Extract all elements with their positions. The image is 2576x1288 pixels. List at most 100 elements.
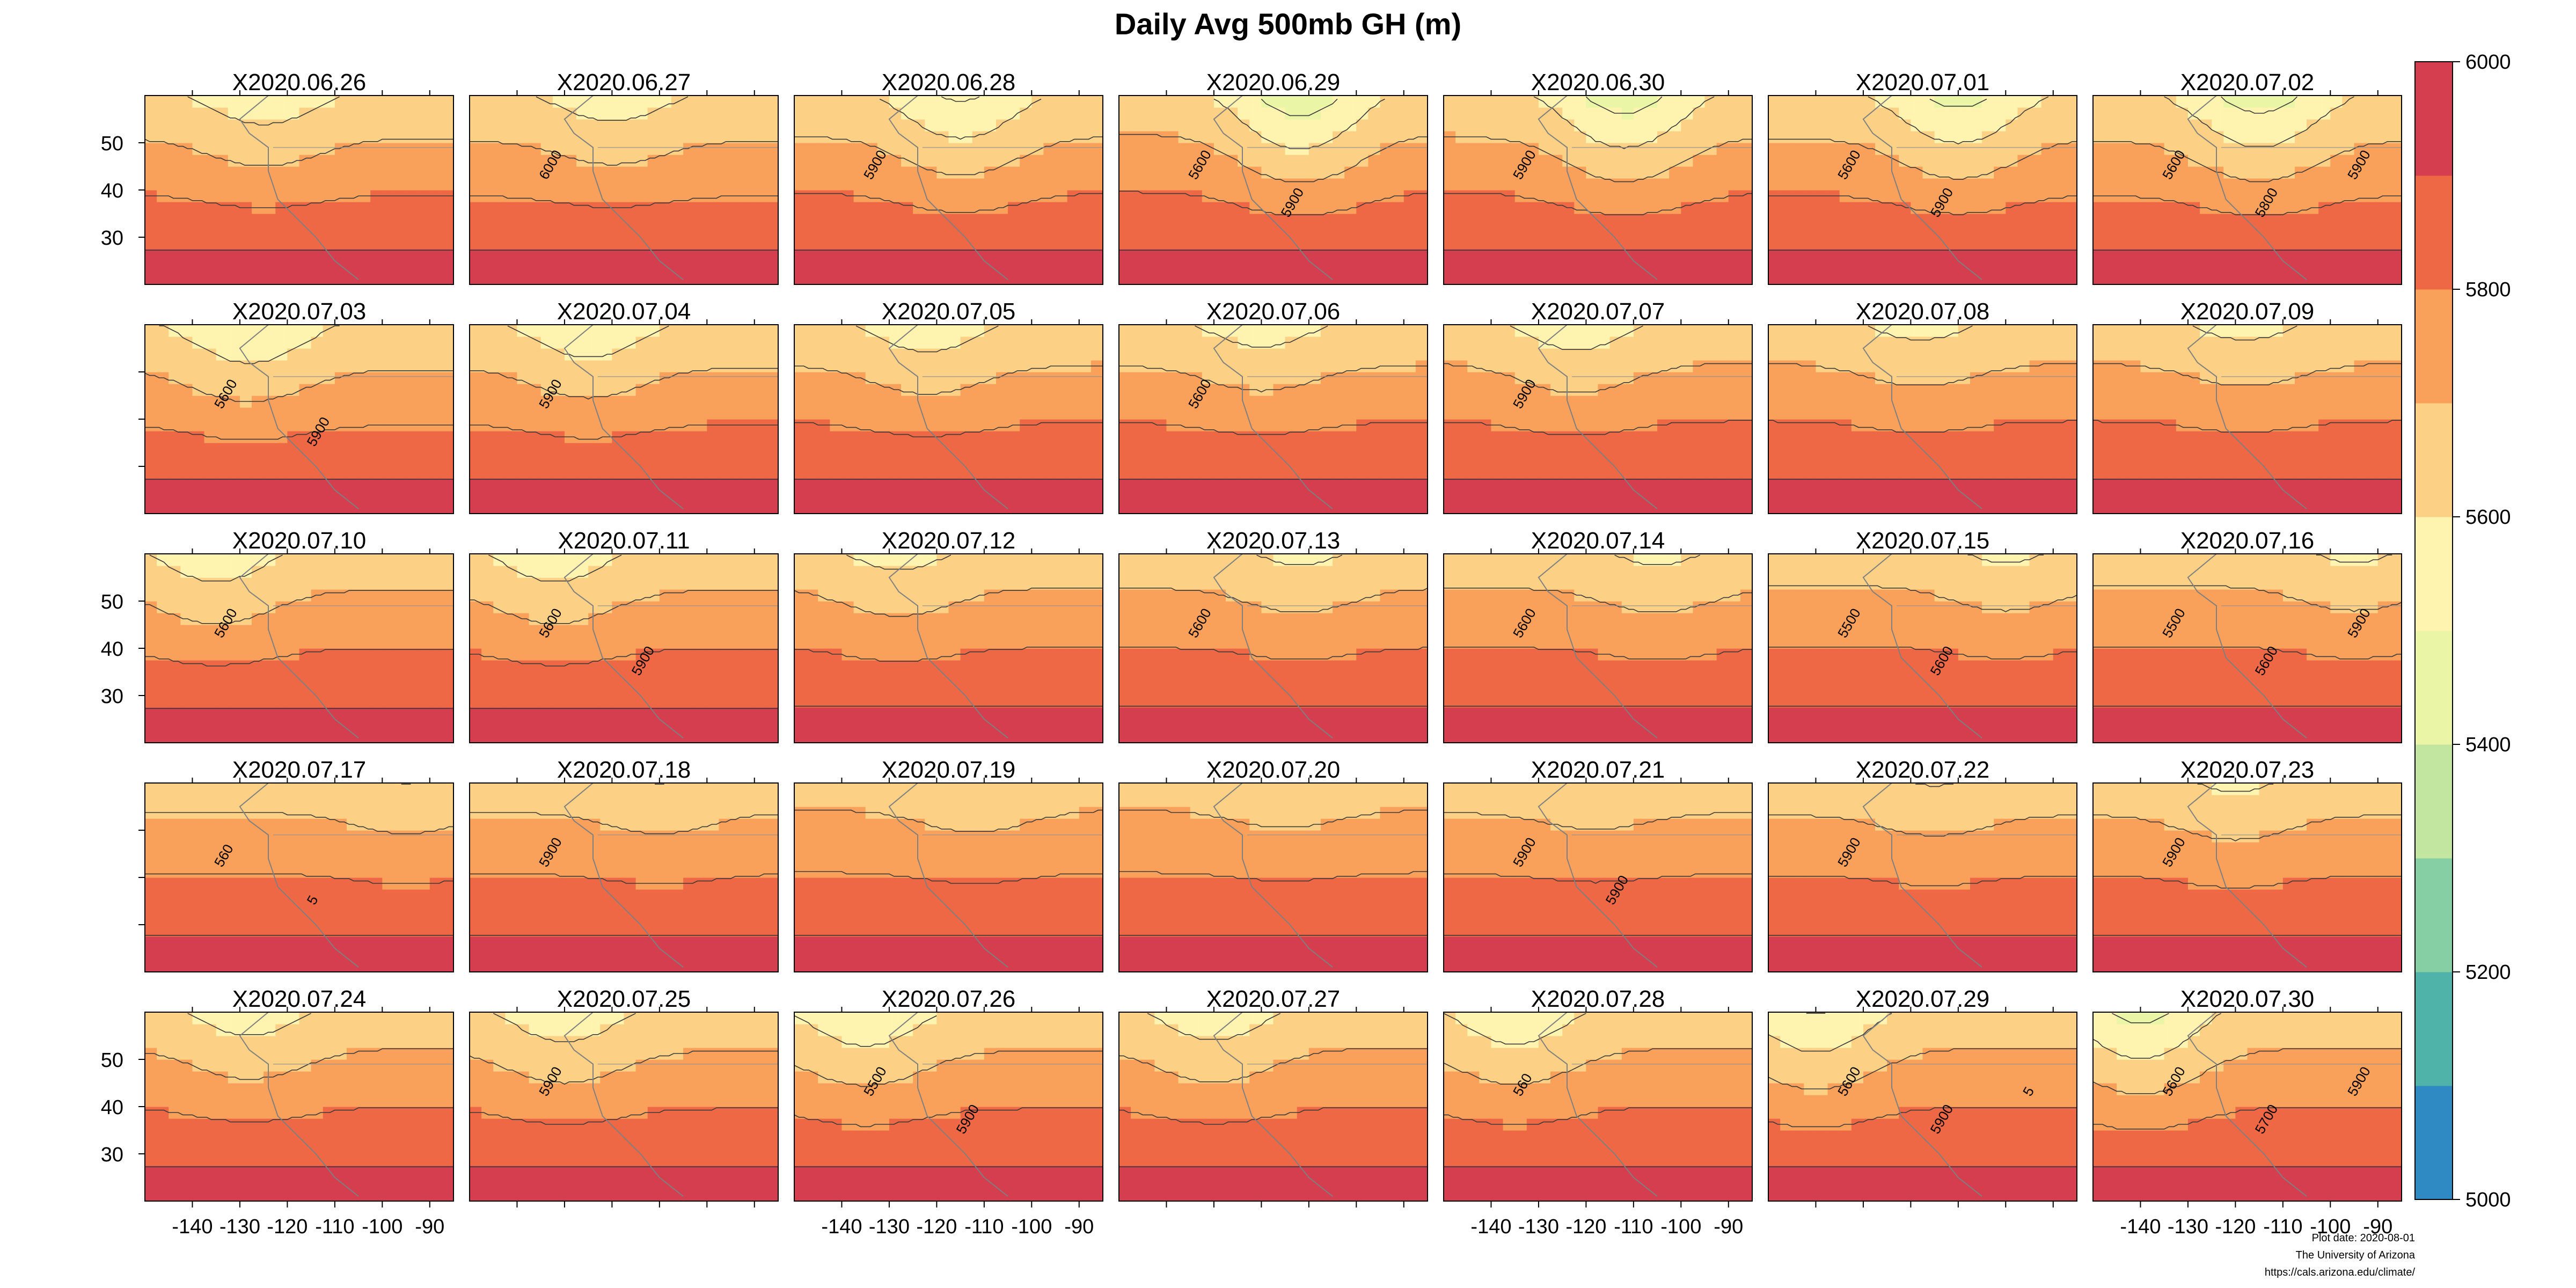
field-cell [1055, 119, 1068, 131]
field-cell [1020, 119, 1032, 131]
field-cell [1249, 490, 1262, 502]
field-cell [1356, 261, 1369, 273]
field-cell [216, 166, 229, 179]
field-cell [1297, 348, 1309, 361]
field-cell [564, 166, 577, 179]
field-cell [1467, 360, 1480, 372]
field-cell [1297, 502, 1309, 514]
field-cell [204, 502, 217, 514]
field-cell [948, 273, 961, 284]
field-cell [588, 214, 601, 226]
field-cell [1491, 325, 1504, 337]
field-cell [228, 237, 240, 250]
field-cell [441, 396, 453, 408]
field-cell [830, 396, 843, 408]
field-cell [493, 490, 506, 502]
field-cell [695, 431, 707, 443]
field-cell [853, 155, 866, 167]
field-cell [157, 478, 169, 491]
field-cell [635, 372, 648, 384]
field-cell [1202, 225, 1214, 238]
field-cell [1934, 249, 1947, 261]
field-cell [1586, 155, 1599, 167]
field-cell [1994, 178, 2006, 191]
field-cell [742, 202, 755, 214]
field-cell [1681, 214, 1694, 226]
panel-title: X2020.07.04 [557, 298, 691, 325]
field-cell [169, 478, 181, 491]
field-cell [948, 249, 961, 261]
field-cell [145, 155, 157, 167]
field-cell [2187, 143, 2200, 155]
field-cell [1320, 96, 1333, 108]
field-cell [1249, 478, 1262, 491]
field-cell [1020, 478, 1032, 491]
field-cell [1043, 166, 1056, 179]
field-cell [1863, 237, 1876, 250]
field-cell [1261, 455, 1274, 467]
field-cell [901, 431, 913, 443]
field-cell [1166, 202, 1179, 214]
field-cell [766, 348, 778, 361]
field-cell [2235, 225, 2248, 238]
field-cell [877, 107, 890, 120]
field-cell [806, 455, 818, 467]
field-cell [1297, 396, 1309, 408]
panel-X2020.07.05: X2020.07.05 [794, 298, 1103, 514]
field-cell [972, 490, 985, 502]
field-cell [169, 372, 181, 384]
field-cell [481, 107, 494, 120]
field-cell [169, 107, 181, 120]
field-cell [683, 478, 696, 491]
field-cell [169, 455, 181, 467]
field-cell [1934, 202, 1947, 214]
field-cell [470, 225, 482, 238]
field-cell [766, 396, 778, 408]
field-cell [1285, 261, 1298, 273]
field-cell [394, 431, 407, 443]
field-cell [481, 225, 494, 238]
field-cell [2105, 249, 2117, 261]
field-cell [1344, 466, 1357, 479]
field-cell [470, 249, 482, 261]
field-cell [600, 273, 612, 284]
field-cell [925, 155, 937, 167]
field-cell [1922, 261, 1935, 273]
field-cell [1621, 190, 1634, 202]
field-cell [948, 96, 961, 108]
field-cell [2006, 214, 2018, 226]
field-cell [1633, 131, 1646, 143]
field-cell [1178, 396, 1191, 408]
field-cell [1055, 273, 1068, 284]
field-cell [334, 214, 347, 226]
field-cell [1178, 466, 1191, 479]
field-cell [1368, 490, 1381, 502]
field-cell [358, 143, 371, 155]
field-cell [1514, 443, 1527, 455]
field-cell [1119, 190, 1131, 202]
field-cell [192, 131, 205, 143]
field-cell [157, 237, 169, 250]
field-cell [2105, 131, 2117, 143]
field-cell [1621, 119, 1634, 131]
field-cell [1166, 407, 1179, 420]
field-cell [901, 466, 913, 479]
field-cell [1479, 178, 1492, 191]
field-cell [1368, 214, 1381, 226]
field-cell [1031, 119, 1044, 131]
field-cell [1455, 336, 1468, 349]
field-cell [505, 396, 518, 408]
field-cell [1550, 419, 1563, 431]
field-cell [505, 407, 518, 420]
field-cell [493, 431, 506, 443]
field-cell [192, 431, 205, 443]
field-cell [600, 96, 612, 108]
field-cell [2187, 273, 2200, 284]
field-cell [1380, 261, 1393, 273]
field-cell [984, 396, 997, 408]
field-cell [2223, 214, 2236, 226]
field-cell [2271, 190, 2284, 202]
field-cell [441, 143, 453, 155]
field-cell [1356, 249, 1369, 261]
field-cell [358, 119, 371, 131]
